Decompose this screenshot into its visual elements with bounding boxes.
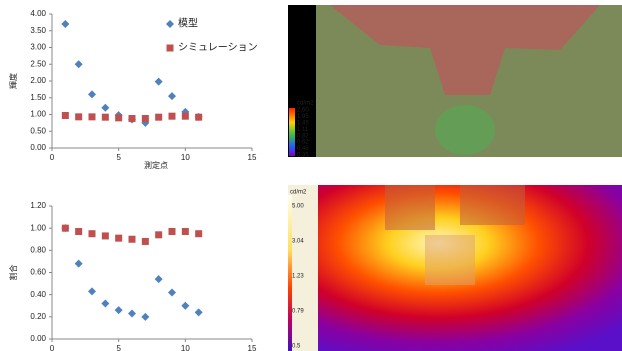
colorbar-label: 0.46 [297,146,309,152]
point [129,236,136,243]
point [169,113,176,120]
point [195,230,202,237]
point [182,228,189,235]
point [89,230,96,237]
point [142,238,149,245]
point [128,310,136,318]
y-tick-label: 0.50 [30,126,46,135]
y-tick-label: 0.00 [30,334,46,343]
colorbar-label: 0.62 [297,140,309,146]
point [155,78,163,86]
point [155,231,162,238]
point [75,113,82,120]
x-tick-label: 10 [181,344,190,351]
point [88,90,96,98]
y-tick-label: 1.20 [30,201,46,210]
point [88,287,96,295]
point [155,114,162,121]
x-tick-label: 15 [248,344,257,351]
x-tick-label: 15 [248,153,257,162]
legend-label: シミュレーション [178,43,258,54]
colorbar-label: 1.11 [297,127,309,133]
page: cd/m22.601.951.451.110.820.620.460.35cd/… [0,0,622,351]
colorbar-label: 5.00 [292,204,304,210]
x-tick-label: 5 [116,153,121,162]
colorbar-unit: cd/m2 [290,190,307,196]
y-tick-label: 0.20 [30,312,46,321]
x-tick-label: 0 [50,344,55,351]
y-tick-label: 2.50 [30,59,46,68]
point [62,112,69,119]
point [181,302,189,310]
point [155,275,163,283]
point [75,260,83,268]
point [101,104,109,112]
colorbar-label: 0.5 [292,344,301,350]
y-tick-label: 3.00 [30,43,46,52]
y-tick-label: 1.00 [30,223,46,232]
point [61,20,69,28]
point [182,113,189,120]
point [142,115,149,122]
x-tick-label: 5 [116,344,121,351]
colorbar-label: 3.04 [292,239,304,245]
colorbar-label: 1.95 [297,114,309,120]
point [62,225,69,232]
point [169,228,176,235]
point [195,114,202,121]
legend-marker [167,45,174,52]
y-tick-label: 1.50 [30,93,46,102]
point [115,235,122,242]
colorbar-label: 1.45 [297,120,309,126]
y-axis-label: 輝度 [8,73,18,89]
point [129,115,136,122]
x-tick-label: 10 [181,153,190,162]
point [75,60,83,68]
point [75,228,82,235]
legend-label: 模型 [178,17,198,30]
colorbar-label: 0.35 [297,153,309,159]
y-tick-label: 1.00 [30,110,46,119]
point [195,308,203,316]
render-bottom [288,185,622,351]
y-tick-label: 0.80 [30,245,46,254]
legend-marker [166,20,174,28]
colorbar-label: 0.82 [297,133,309,139]
y-axis-label: 割合 [8,265,18,281]
point [141,313,149,321]
point [102,232,109,239]
figure: cd/m22.601.951.451.110.820.620.460.35cd/… [0,0,622,351]
y-tick-label: 4.00 [30,9,46,18]
render-top [288,5,622,157]
point [115,114,122,121]
point [101,300,109,308]
y-tick-label: 0.40 [30,290,46,299]
colorbar-label: 0.79 [292,309,304,315]
point [168,288,176,296]
point [89,113,96,120]
y-tick-label: 0.60 [30,268,46,277]
y-tick-label: 2.00 [30,76,46,85]
y-tick-label: 3.50 [30,26,46,35]
x-axis-label: 測定点 [144,160,168,170]
y-tick-label: 0.00 [30,143,46,152]
point [115,306,123,314]
x-tick-label: 0 [50,153,55,162]
colorbar-label: 2.60 [297,108,309,114]
colorbar-label: 1.23 [292,274,304,280]
point [168,92,176,100]
colorbar-unit: cd/m2 [297,101,314,107]
point [102,114,109,121]
